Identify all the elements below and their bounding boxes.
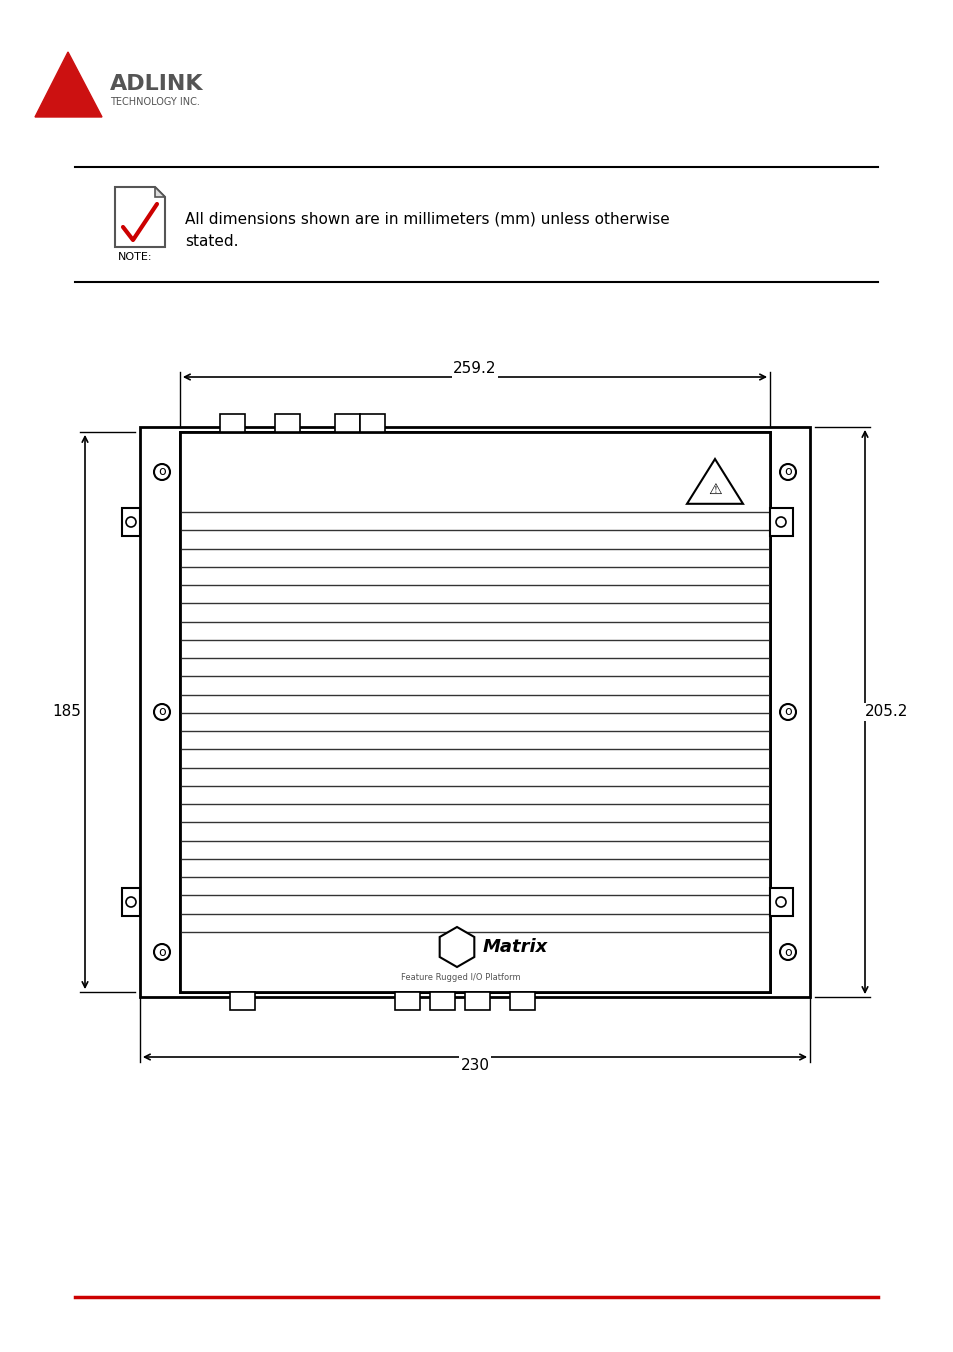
Polygon shape: [439, 927, 474, 967]
Circle shape: [775, 516, 785, 527]
Bar: [359, 414, 385, 433]
Text: 259.2: 259.2: [453, 361, 497, 376]
Text: o: o: [158, 465, 166, 479]
Circle shape: [780, 704, 795, 721]
Bar: [180, 433, 769, 992]
Bar: [464, 992, 490, 1010]
Circle shape: [126, 896, 136, 907]
Text: All dimensions shown are in millimeters (mm) unless otherwise
stated.: All dimensions shown are in millimeters …: [185, 212, 669, 249]
Polygon shape: [35, 51, 102, 118]
Bar: [180, 433, 769, 992]
Text: TECHNOLOGY INC.: TECHNOLOGY INC.: [110, 97, 200, 107]
Circle shape: [780, 944, 795, 960]
Text: o: o: [158, 945, 166, 959]
Circle shape: [780, 464, 795, 480]
Bar: [122, 888, 140, 917]
Text: Feature Rugged I/O Platform: Feature Rugged I/O Platform: [401, 972, 520, 982]
Text: 230: 230: [460, 1057, 489, 1072]
Text: o: o: [158, 706, 166, 718]
Text: ADLINK: ADLINK: [110, 74, 203, 95]
Polygon shape: [154, 187, 165, 197]
Text: o: o: [783, 465, 791, 479]
Text: 185: 185: [52, 704, 81, 719]
Circle shape: [126, 516, 136, 527]
Circle shape: [153, 944, 170, 960]
Bar: [430, 992, 455, 1010]
Text: Matrix: Matrix: [482, 938, 548, 956]
Bar: [769, 508, 792, 535]
Bar: [335, 414, 359, 433]
Text: ⚠: ⚠: [707, 483, 721, 498]
Bar: [220, 414, 245, 433]
Circle shape: [153, 464, 170, 480]
Text: NOTE:: NOTE:: [118, 251, 152, 262]
Circle shape: [775, 896, 785, 907]
Text: o: o: [783, 945, 791, 959]
Bar: [769, 888, 792, 917]
Polygon shape: [115, 187, 165, 247]
Bar: [140, 427, 809, 996]
Bar: [274, 414, 299, 433]
Bar: [122, 508, 140, 535]
Text: o: o: [783, 706, 791, 718]
Polygon shape: [686, 458, 742, 504]
Bar: [230, 992, 254, 1010]
Bar: [395, 992, 419, 1010]
Circle shape: [153, 704, 170, 721]
Text: 205.2: 205.2: [864, 704, 908, 719]
Bar: [510, 992, 535, 1010]
